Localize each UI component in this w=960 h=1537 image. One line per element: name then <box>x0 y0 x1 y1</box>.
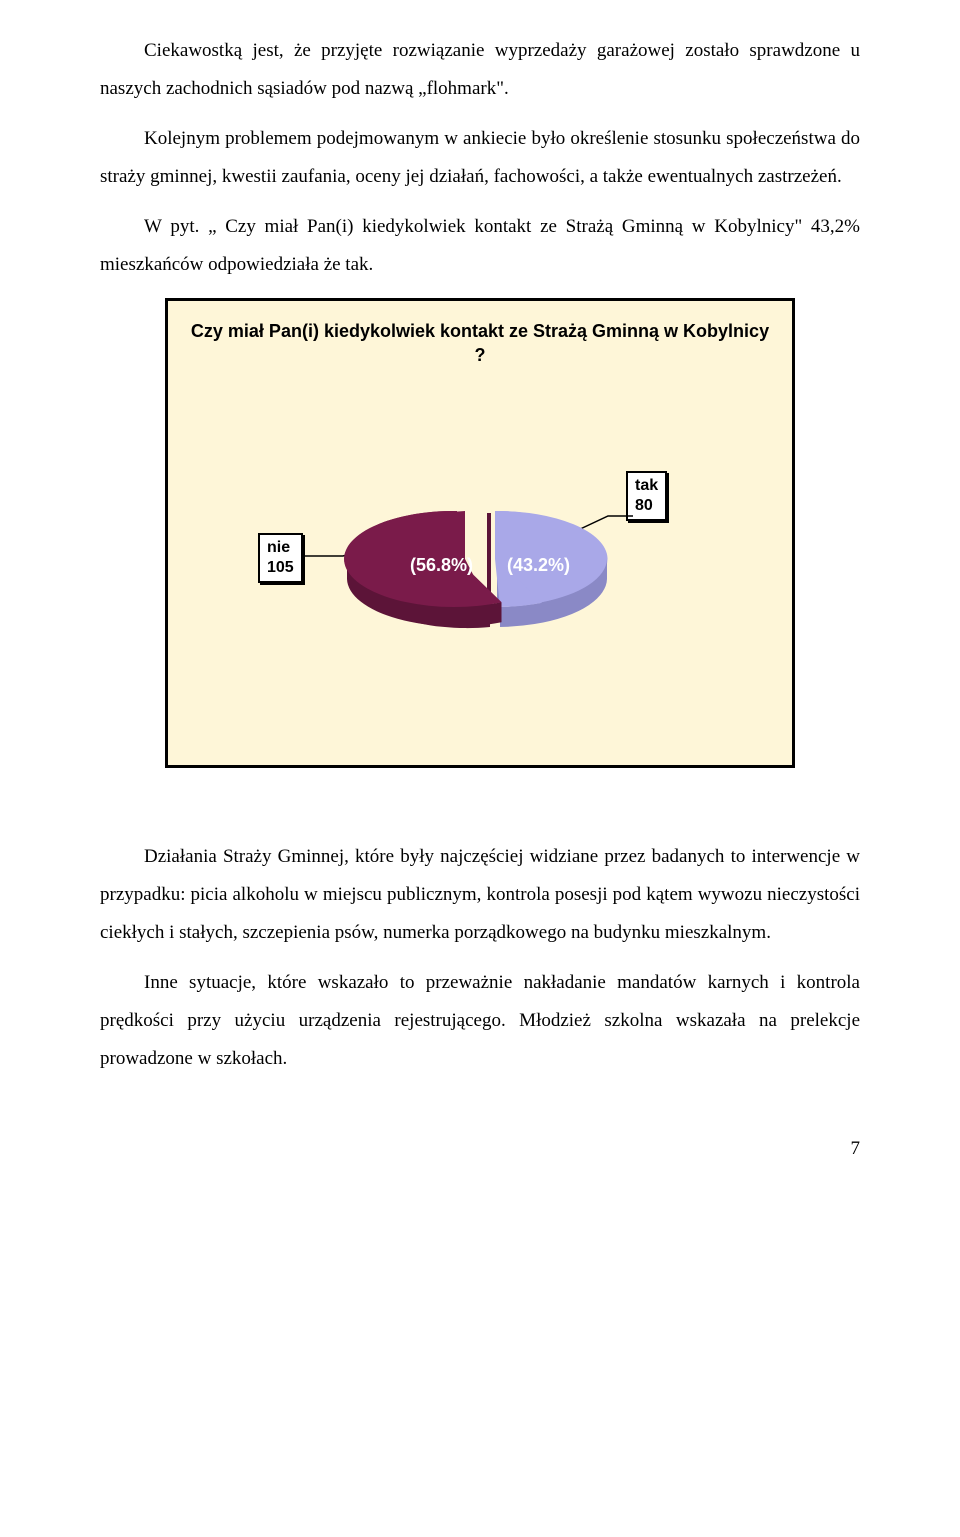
pie-chart-container: Czy miał Pan(i) kiedykolwiek kontakt ze … <box>165 298 795 768</box>
pie-chart: (56.8%) (43.2%) <box>335 491 625 666</box>
paragraph-4: Działania Straży Gminnej, które były naj… <box>100 838 860 952</box>
pct-label-nie: (56.8%) <box>410 555 473 575</box>
paragraph-5: Inne sytuacje, które wskazało to przeważ… <box>100 964 860 1078</box>
paragraph-2: Kolejnym problemem podejmowanym w ankiec… <box>100 120 860 196</box>
page-number: 7 <box>100 1138 860 1160</box>
paragraph-3: W pyt. „ Czy miał Pan(i) kiedykolwiek ko… <box>100 208 860 284</box>
paragraph-1: Ciekawostką jest, że przyjęte rozwiązani… <box>100 32 860 108</box>
pct-label-tak: (43.2%) <box>507 555 570 575</box>
